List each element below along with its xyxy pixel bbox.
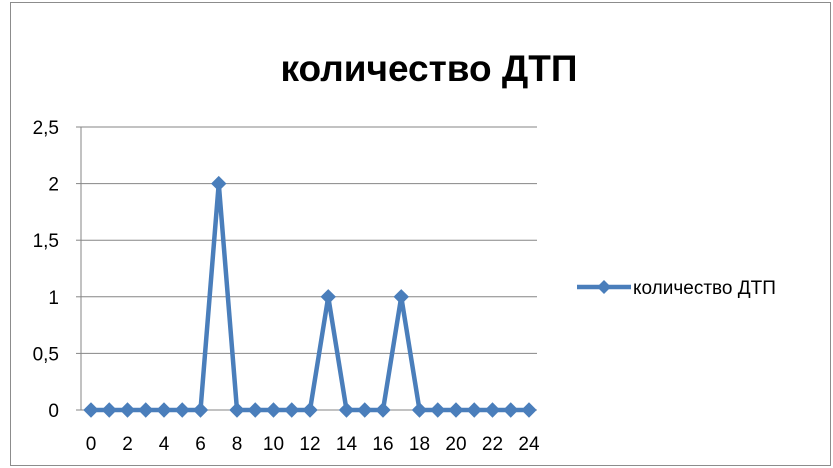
data-point-marker: [265, 402, 282, 418]
data-point-marker: [466, 402, 482, 418]
data-point-marker: [448, 402, 464, 418]
legend: количество ДТП: [577, 278, 776, 299]
y-tick-label: 0,5: [33, 344, 59, 365]
x-tick-label: 18: [409, 434, 430, 455]
gridlines: [81, 126, 537, 354]
data-point-marker: [338, 402, 355, 418]
data-point-marker: [430, 402, 446, 418]
data-point-marker: [247, 402, 263, 418]
y-tick-label: 1: [48, 288, 59, 309]
axes: [76, 126, 537, 411]
data-point-marker: [156, 402, 172, 418]
data-point-marker: [192, 402, 209, 418]
x-tick-label: 8: [232, 434, 243, 455]
x-tick-label: 16: [372, 434, 393, 455]
data-point-marker: [284, 402, 300, 418]
y-tick-label: 2,5: [33, 118, 59, 139]
data-point-marker: [174, 402, 190, 418]
data-point-marker: [211, 175, 227, 192]
data-point-marker: [83, 402, 99, 418]
data-point-marker: [320, 289, 336, 305]
data-point-marker: [393, 289, 409, 305]
data-point-marker: [119, 402, 136, 418]
x-tick-label: 10: [263, 434, 284, 455]
chart-area: количество ДТП 0 0,5 1 1,5 2 2,5 0 2 4 6 8 10 12 14 1…: [10, 2, 831, 466]
data-point-marker: [411, 402, 428, 418]
data-point-marker: [302, 402, 318, 418]
chart-title: количество ДТП: [281, 48, 578, 89]
y-tick-label: 2: [48, 175, 59, 196]
data-point-marker: [484, 402, 501, 418]
data-point-marker: [138, 402, 154, 418]
data-point-marker: [503, 402, 519, 418]
data-point-marker: [521, 402, 537, 418]
y-axis-tick-labels: 0 0,5 1 1,5 2 2,5: [33, 118, 59, 422]
x-tick-label: 2: [122, 434, 133, 455]
line-chart: количество ДТП 00,511,522,5 0 2 4 6 8 10 12 14 1…: [33, 48, 776, 455]
data-point-marker: [101, 402, 117, 418]
data-point-marker: [375, 402, 391, 418]
x-tick-label: 6: [195, 434, 206, 455]
x-tick-label: 0: [86, 434, 97, 455]
x-axis-tick-labels: 0 2 4 6 8 10 12 14 16 18 20 22 24: [86, 434, 540, 455]
x-tick-label: 24: [518, 434, 540, 455]
x-tick-label: 4: [159, 434, 170, 455]
data-point-marker: [229, 402, 245, 418]
x-tick-label: 12: [299, 434, 320, 455]
legend-diamond-marker: [597, 280, 611, 294]
series-group: [83, 175, 537, 418]
x-tick-label: 20: [445, 434, 466, 455]
x-tick-label: 22: [482, 434, 503, 455]
y-tick-label: 0: [48, 401, 59, 422]
y-tick-label: 1,5: [33, 231, 59, 252]
x-tick-label: 14: [336, 434, 358, 455]
data-point-marker: [357, 402, 373, 418]
legend-label: количество ДТП: [633, 278, 776, 299]
